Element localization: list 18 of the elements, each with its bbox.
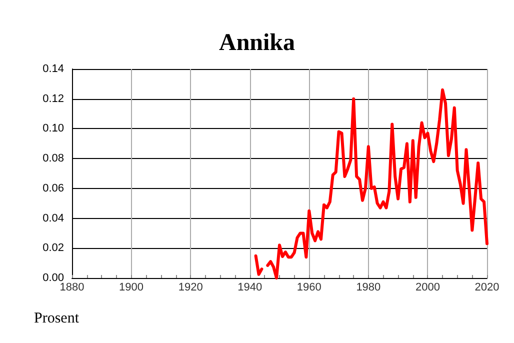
y-tick-label: 0.04 xyxy=(42,212,64,224)
y-tick-label: 0.12 xyxy=(42,92,64,105)
x-tick-label: 1880 xyxy=(60,282,84,294)
y-tick-label: 0.14 xyxy=(42,63,64,75)
y-tick-label: 0.00 xyxy=(42,272,64,284)
y-tick-label: 0.06 xyxy=(42,182,64,194)
x-tick-label: 1960 xyxy=(296,282,322,294)
chart-title: Annika xyxy=(218,30,296,56)
x-tick-label: 2020 xyxy=(474,282,500,294)
x-tick-label: 1940 xyxy=(238,282,262,294)
x-tick-label: 1900 xyxy=(119,282,144,294)
x-tick-label: 1980 xyxy=(356,282,381,294)
y-tick-label: 0.10 xyxy=(42,122,64,135)
x-tick-label: 2000 xyxy=(415,282,440,294)
y-tick-label: 0.08 xyxy=(42,152,64,165)
y-axis-title: Prosent xyxy=(34,310,80,326)
y-tick-label: 0.02 xyxy=(42,242,64,254)
x-tick-label: 1920 xyxy=(178,282,203,294)
